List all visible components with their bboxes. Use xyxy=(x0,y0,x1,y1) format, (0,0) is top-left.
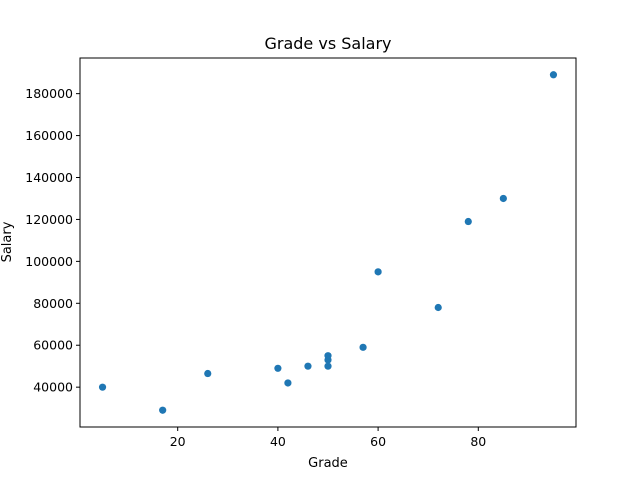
data-point xyxy=(159,406,167,414)
data-point xyxy=(434,303,442,312)
data-point xyxy=(549,71,558,79)
data-point xyxy=(499,194,507,203)
data-point xyxy=(359,343,367,351)
y-tick-label: 100000 xyxy=(25,254,73,269)
y-tick-label: 60000 xyxy=(33,338,73,353)
x-tick-label: 20 xyxy=(170,434,186,449)
x-tick-label: 60 xyxy=(370,434,386,449)
data-point xyxy=(274,364,282,372)
y-axis-ticks: 40000 60000 80000 100000 120000 140000 160000 1… xyxy=(25,86,80,395)
y-tick-label: 80000 xyxy=(33,296,73,311)
x-tick-label: 40 xyxy=(270,434,286,449)
chart-title: Grade vs Salary xyxy=(264,34,391,53)
x-axis-ticks: 20 40 60 80 xyxy=(170,427,486,449)
y-tick-label: 120000 xyxy=(25,212,73,227)
y-tick-label: 180000 xyxy=(25,86,73,101)
data-point xyxy=(304,362,312,370)
data-points xyxy=(98,71,558,414)
x-tick-label: 80 xyxy=(470,434,486,449)
data-point xyxy=(98,383,107,391)
y-tick-label: 40000 xyxy=(33,380,73,395)
plot-frame xyxy=(79,57,577,428)
x-axis-label: Grade xyxy=(308,456,348,471)
data-point xyxy=(324,362,332,370)
data-point xyxy=(284,379,292,387)
data-point xyxy=(324,352,332,360)
data-point xyxy=(464,217,472,226)
y-tick-label: 160000 xyxy=(25,128,73,143)
y-axis-label: Salary xyxy=(0,221,15,262)
data-point xyxy=(204,369,212,378)
y-tick-label: 140000 xyxy=(25,170,73,185)
data-point xyxy=(374,268,382,276)
